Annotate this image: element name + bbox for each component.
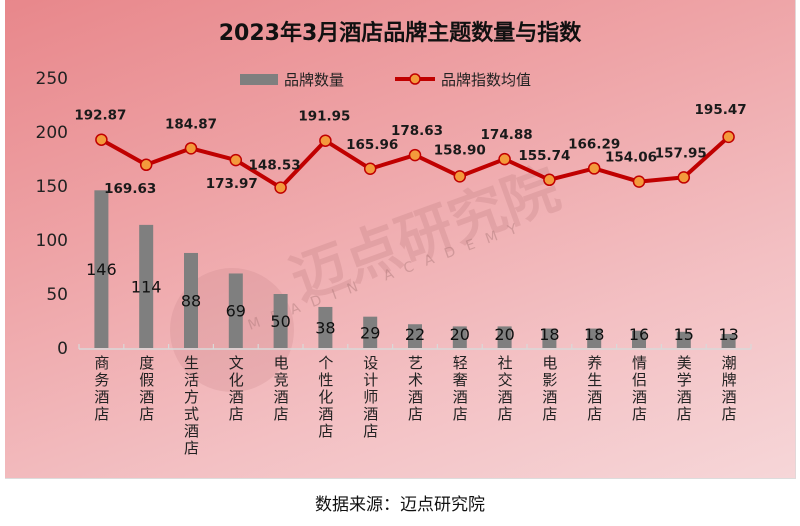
bar: [318, 306, 333, 348]
category-label: 养生酒店: [587, 354, 602, 423]
line-value-label: 192.87: [74, 108, 126, 124]
y-tick-label: 100: [36, 231, 68, 251]
bar-value-label: 29: [360, 323, 380, 342]
line-marker-icon: [677, 171, 691, 184]
bar: [408, 324, 422, 348]
bar: [273, 294, 288, 348]
legend: 品牌数量 品牌指数均值: [240, 71, 531, 89]
category-label: 文化酒店: [229, 354, 244, 423]
line-value-label: 184.87: [165, 116, 217, 132]
category-label: 社交酒店: [498, 354, 513, 423]
category-label: 轻奢酒店: [453, 354, 468, 423]
y-tick-label: 200: [36, 123, 68, 143]
bar-value-label: 18: [584, 325, 604, 344]
line-value-label: 158.90: [434, 142, 486, 158]
x-axis: [78, 344, 752, 350]
line-marker-icon: [184, 142, 198, 155]
line-value-label: 195.47: [695, 102, 747, 118]
y-tick-label: 50: [46, 285, 68, 305]
line-value-label: 157.95: [655, 145, 707, 161]
line-value-label: 166.29: [568, 136, 620, 152]
y-tick-label: 250: [36, 69, 68, 89]
bar-value-label: 20: [494, 325, 514, 344]
category-label: 设计师酒店: [363, 354, 378, 440]
line-marker-icon: [95, 133, 108, 146]
line-marker-icon: [722, 130, 735, 144]
legend-marker-icon: [409, 73, 421, 85]
line-value-label: 169.63: [104, 181, 156, 197]
bar-value-label: 16: [629, 325, 649, 344]
legend-bar-swatch-icon: [240, 74, 278, 85]
legend-bar-label: 品牌数量: [284, 71, 344, 89]
category-label: 情侣酒店: [632, 354, 647, 423]
line-series: 192.87 169.63 184.87 173.97 148.53 191.95 165.…: [74, 102, 746, 197]
bar: [721, 333, 736, 348]
line-marker-icon: [139, 158, 153, 172]
category-label: 艺术酒店: [408, 354, 423, 423]
line-value-label: 165.96: [346, 137, 398, 153]
line-value-label: 155.74: [518, 148, 570, 164]
line-marker-icon: [543, 173, 556, 187]
legend-line-label: 品牌指数均值: [441, 71, 531, 89]
chart-title: 2023年3月酒店品牌主题数量与指数: [219, 20, 583, 46]
category-label: 商务酒店: [94, 354, 109, 423]
bar-value-label: 69: [226, 302, 246, 321]
category-label: 电影酒店: [542, 354, 557, 423]
bar: [587, 328, 602, 348]
bar-value-label: 22: [405, 325, 425, 344]
bar: [363, 316, 378, 348]
line-value-label: 191.95: [298, 109, 350, 125]
bar: [497, 326, 512, 348]
bar: [184, 252, 198, 348]
bar-series: 146 114 88 69 50 38 29 22 20 20 18 18 16 15 13: [86, 190, 739, 348]
bar-value-label: 15: [674, 325, 694, 344]
bar-value-label: 146: [86, 260, 117, 279]
bar-value-label: 38: [315, 318, 335, 337]
bar-value-label: 88: [181, 291, 201, 310]
line-marker-icon: [229, 153, 243, 167]
bar-value-label: 13: [718, 325, 738, 344]
line-value-label: 148.53: [249, 158, 301, 174]
bar: [94, 190, 109, 348]
bar: [452, 326, 467, 348]
chart-area: 迈点研究院 MEADIN ACADEMY 2023年3月酒店品牌主题数量与指数 …: [5, 0, 796, 479]
line-value-label: 174.88: [481, 127, 533, 143]
bar: [632, 330, 646, 348]
line-marker-icon: [498, 152, 511, 166]
line-marker-icon: [319, 134, 332, 147]
line-marker-icon: [587, 162, 601, 175]
y-tick-label: 150: [36, 177, 68, 197]
y-axis: 0 50 100 150 200 250: [36, 69, 68, 359]
category-label: 潮牌酒店: [722, 354, 737, 423]
bar-value-label: 114: [131, 277, 162, 296]
line-value-label: 173.97: [206, 176, 258, 192]
bar: [542, 328, 557, 348]
line-marker-icon: [274, 181, 287, 194]
data-source-footer: 数据来源：迈点研究院: [315, 494, 485, 515]
category-label: 生活方式酒店: [184, 354, 199, 457]
category-label: 度假酒店: [139, 354, 154, 423]
bar: [139, 224, 154, 348]
line-marker-icon: [632, 175, 646, 188]
category-label: 电竞酒店: [274, 354, 289, 423]
category-label: 个性化酒店: [318, 354, 333, 440]
line-marker-icon: [453, 170, 467, 183]
y-tick-label: 0: [57, 339, 68, 359]
bar: [228, 273, 243, 348]
line-value-label: 154.06: [605, 150, 657, 166]
bar-value-label: 20: [450, 325, 470, 344]
category-labels: 商务酒店 度假酒店 生活方式酒店 文化酒店 电竞酒店 个性化酒店 设计师酒店 艺术酒店 轻奢酒店…: [94, 354, 736, 457]
bar: [676, 331, 691, 348]
line-marker-icon: [363, 162, 377, 176]
combo-chart: 迈点研究院 MEADIN ACADEMY 2023年3月酒店品牌主题数量与指数 …: [36, 20, 752, 457]
line-value-label: 178.63: [391, 123, 443, 139]
bar-value-label: 18: [539, 325, 559, 344]
category-label: 美学酒店: [677, 354, 692, 423]
bar-value-label: 50: [270, 312, 290, 331]
line-marker-icon: [408, 148, 422, 162]
